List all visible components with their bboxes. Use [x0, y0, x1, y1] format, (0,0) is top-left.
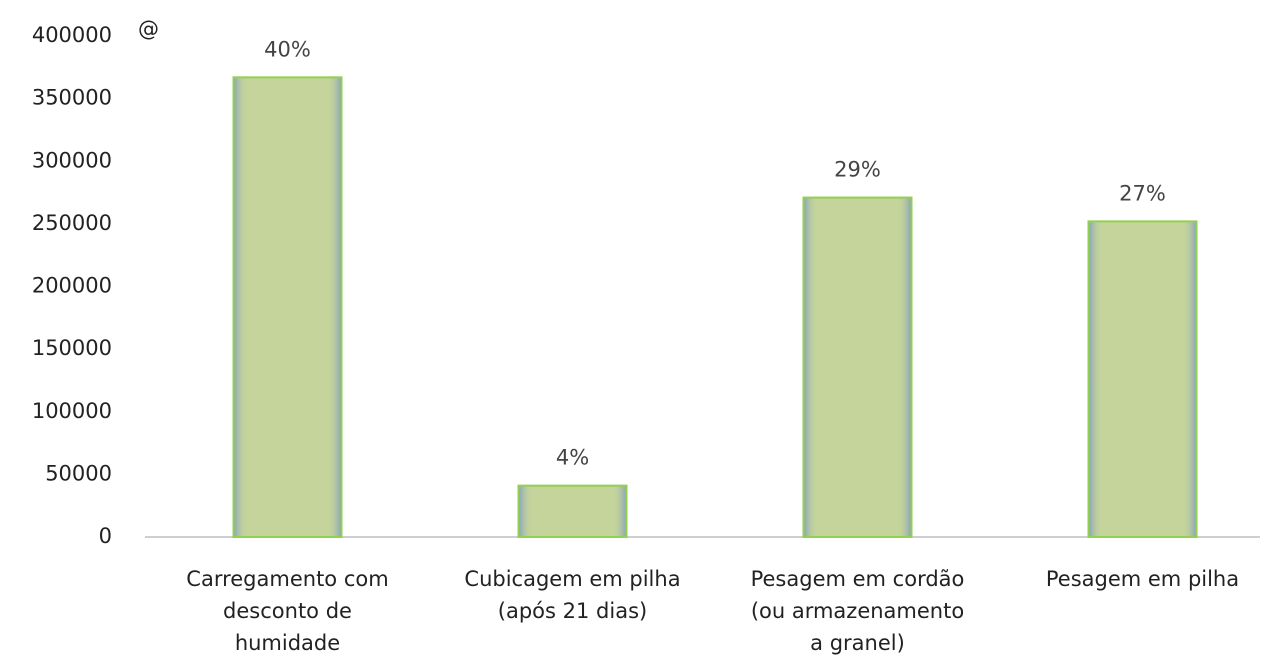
bar-annotation: 29%: [834, 158, 881, 182]
bar: [802, 196, 913, 538]
x-tick-label: desconto de: [223, 599, 352, 623]
bar: [517, 484, 628, 538]
y-tick-label: 350000: [32, 86, 112, 110]
y-tick-label: 300000: [32, 148, 112, 172]
x-tick-label: (ou armazenamento: [751, 599, 964, 623]
y-tick-label: 0: [99, 524, 112, 548]
bar: [1087, 220, 1198, 538]
x-tick-label: a granel): [810, 631, 905, 655]
y-tick-label: 200000: [32, 274, 112, 298]
x-tick-label: Carregamento com: [186, 567, 388, 591]
y-tick-label: 150000: [32, 336, 112, 360]
x-tick-label: Cubicagem em pilha: [464, 567, 680, 591]
x-tick-label: Pesagem em pilha: [1046, 567, 1239, 591]
x-tick-label: humidade: [235, 631, 340, 655]
y-tick-label: 400000: [32, 23, 112, 47]
x-tick-label: Pesagem em cordão: [751, 567, 965, 591]
bar-annotation: 40%: [264, 37, 311, 61]
x-tick-label: (após 21 dias): [498, 599, 647, 623]
y-tick-label: 50000: [45, 461, 112, 485]
y-axis-label: @: [138, 17, 159, 41]
bar: [232, 76, 343, 539]
y-tick-label: 250000: [32, 211, 112, 235]
y-tick-label: 100000: [32, 399, 112, 423]
bar-annotation: 4%: [556, 446, 589, 470]
bar-annotation: 27%: [1119, 181, 1166, 205]
